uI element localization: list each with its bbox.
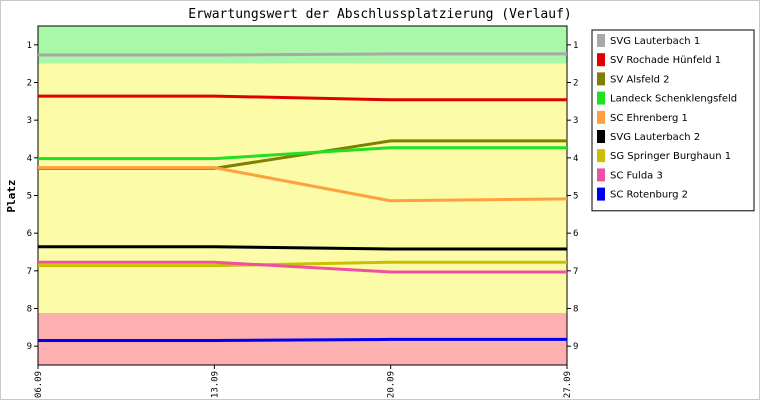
- legend-label-4: Landeck Schenklengsfeld: [610, 94, 737, 105]
- legend-label-7: SG Springer Burghaun 1: [610, 151, 731, 162]
- y-tick-label-left: 7: [27, 267, 32, 277]
- legend-swatch-7: [597, 149, 605, 163]
- legend-swatch-4: [597, 91, 605, 105]
- y-tick-label-right: 4: [573, 154, 578, 164]
- series-line-8: [38, 260, 567, 274]
- y-tick-label-left: 5: [27, 192, 32, 202]
- legend-swatch-6: [597, 130, 605, 143]
- y-tick-label-right: 2: [573, 79, 578, 89]
- y-tick-label-left: 6: [27, 229, 32, 239]
- x-tick-label: 13.09: [210, 371, 220, 398]
- legend-swatch-9: [597, 187, 605, 201]
- y-tick-label-left: 9: [27, 342, 32, 352]
- y-tick-label-left: 2: [27, 79, 32, 89]
- zone-0: [38, 26, 567, 64]
- y-tick-label-left: 8: [27, 305, 32, 315]
- y-tick-label-right: 1: [573, 41, 578, 51]
- legend-label-3: SV Alsfeld 2: [610, 74, 670, 85]
- axes: 1 1 2 2 3 3 4 4 5 5 6 6 7 7 8 8 9 9 06.09 13.09 20.09 27.09: [27, 25, 578, 398]
- y-tick-label-right: 8: [573, 305, 578, 315]
- placement-zones: [38, 26, 567, 365]
- series-line-6: [38, 245, 567, 251]
- y-tick-label-right: 7: [573, 267, 578, 277]
- y-tick-label-right: 3: [573, 116, 578, 126]
- legend-swatch-1: [597, 34, 605, 47]
- legend-label-6: SVG Lauterbach 2: [610, 132, 700, 143]
- series-line-5: [38, 166, 568, 203]
- series-line-4: [38, 146, 567, 161]
- y-tick-label-left: 4: [27, 154, 32, 164]
- series-line-2: [38, 94, 567, 102]
- legend-label-9: SC Rotenburg 2: [610, 190, 688, 201]
- series-line-7: [38, 260, 567, 268]
- legend-label-8: SC Fulda 3: [610, 170, 663, 181]
- legend: SVG Lauterbach 1 SV Rochade Hünfeld 1 SV A…: [591, 29, 755, 212]
- legend-label-2: SV Rochade Hünfeld 1: [610, 55, 721, 66]
- y-tick-label-right: 5: [573, 192, 578, 202]
- legend-swatch-3: [597, 72, 605, 86]
- series-line-1: [38, 52, 567, 57]
- y-tick-label-right: 6: [573, 229, 578, 239]
- y-tick-label-left: 1: [27, 41, 32, 51]
- legend-label-5: SC Ehrenberg 1: [610, 113, 688, 124]
- legend-label-1: SVG Lauterbach 1: [610, 36, 700, 47]
- x-tick-label: 27.09: [563, 371, 573, 398]
- series-lines: [38, 52, 568, 342]
- series-line-9: [38, 337, 567, 342]
- legend-swatch-2: [597, 53, 605, 67]
- legend-box: [591, 29, 755, 212]
- x-tick-label: 06.09: [34, 371, 44, 398]
- legend-swatch-8: [597, 168, 605, 182]
- x-tick-label: 20.09: [387, 371, 397, 398]
- legend-swatch-5: [597, 110, 605, 124]
- y-tick-label-left: 3: [27, 116, 32, 126]
- y-tick-label-right: 9: [573, 342, 578, 352]
- chart-title: Erwartungswert der Abschlussplatzierung …: [188, 7, 572, 22]
- y-axis-label: Platz: [5, 179, 18, 212]
